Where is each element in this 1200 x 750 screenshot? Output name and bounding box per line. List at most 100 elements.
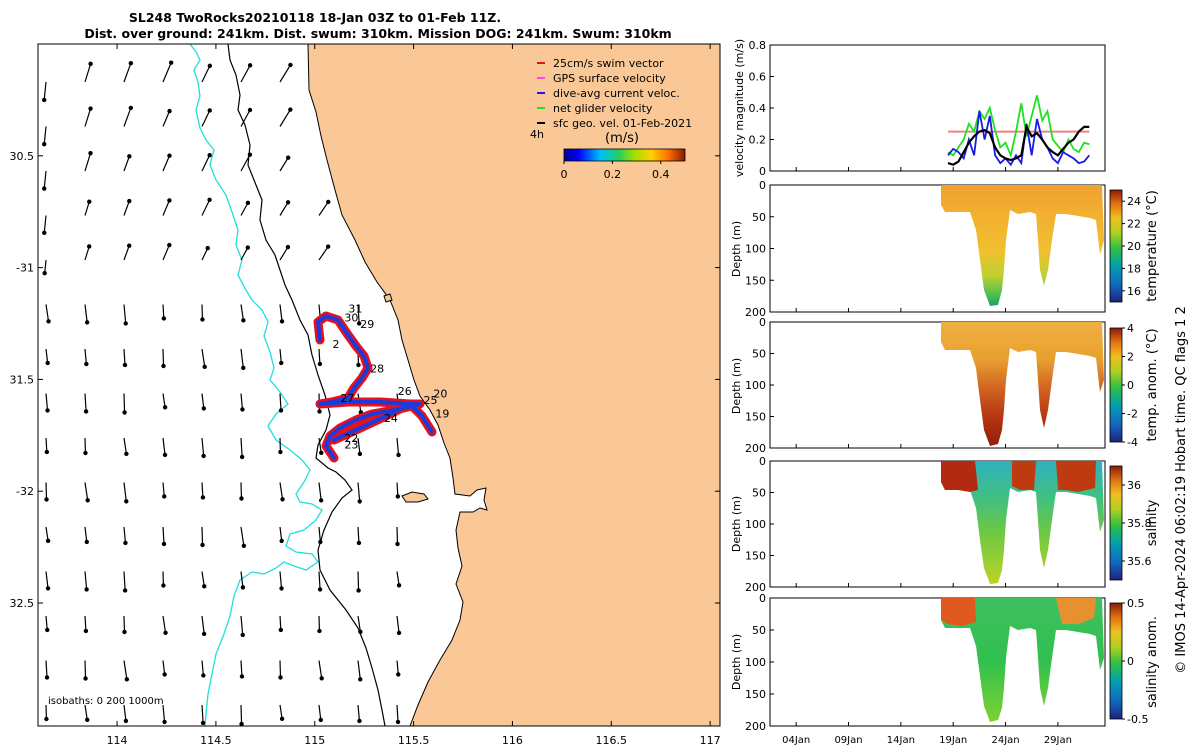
velocity-arrow: [84, 153, 92, 172]
velocity-arrow: [318, 526, 321, 542]
track-day-label: 19: [435, 407, 449, 420]
velocity-arrow: [240, 704, 243, 725]
velocity-arrow: [45, 393, 49, 411]
velocity-arrow-head: [200, 317, 205, 322]
velocity-arrow: [84, 393, 87, 412]
depth-ytick-label: 50: [752, 487, 766, 500]
velocity-arrow-head: [167, 153, 172, 158]
velocity-arrow: [279, 393, 282, 411]
velocity-arrow-head: [395, 541, 400, 547]
isobath-1000m: [189, 44, 323, 726]
track-day-label: 26: [398, 385, 412, 398]
velocity-arrow: [45, 348, 49, 363]
map-xtick-label: 117: [700, 734, 721, 747]
velocity-panel: 0 0.2 0.4 0.6 0.8 velocity magnitude (m/s): [733, 39, 1106, 178]
time-xtick-label: 09Jan: [834, 735, 862, 746]
velocity-arrow-head: [356, 540, 362, 546]
velocity-arrow: [45, 660, 48, 678]
velocity-arrow-head: [42, 270, 47, 276]
velocity-series-line: [947, 123, 1090, 166]
cbar-tick-label: 35.6: [1127, 555, 1152, 568]
velocity-arrow: [240, 660, 243, 677]
velocity-arrow-head: [162, 719, 167, 725]
velocity-arrow-head: [202, 584, 207, 589]
velocity-arrow: [84, 571, 88, 590]
velocity-arrow: [201, 199, 211, 216]
velocity-arrow-head: [318, 717, 323, 723]
velocity-arrow: [162, 62, 172, 83]
velocity-arrow: [84, 660, 87, 679]
velocity-arrow: [279, 348, 282, 363]
section-axis-ticks: 0501001502002422201816050100150200420-2-…: [745, 179, 1152, 746]
temperature-section: [941, 185, 1104, 306]
cbar-tick-label: -4: [1127, 436, 1138, 449]
velocity-arrow-head: [288, 62, 293, 68]
velocity-arrow: [279, 157, 289, 172]
salinity-cbar-label: salinity: [1145, 499, 1160, 546]
depth-ytick-label: 200: [745, 306, 766, 319]
velocity-arrow-head: [239, 674, 245, 679]
velocity-arrow: [357, 615, 361, 632]
map-xtick-label: 114.5: [200, 734, 232, 747]
velocity-arrow: [201, 247, 209, 261]
velocity-arrow: [279, 660, 282, 678]
velocity-arrow: [45, 615, 48, 630]
velocity-arrow: [396, 704, 399, 723]
velocity-arrow: [279, 571, 283, 589]
depth-ytick-label: 0: [759, 592, 766, 605]
island: [383, 293, 393, 303]
velocity-arrow: [357, 437, 361, 454]
cbar-tick-label: 22: [1127, 218, 1141, 231]
velocity-arrow: [240, 202, 249, 216]
velocity-arrow: [240, 65, 251, 83]
velocity-arrow-head: [201, 673, 206, 678]
map-xtick-label: 115: [304, 734, 325, 747]
velocity-arrow-head: [207, 197, 212, 203]
temperature-cbar-label: temperature (°C): [1145, 190, 1160, 302]
velocity-arrow: [357, 304, 360, 324]
velocity-arrow: [162, 526, 165, 545]
depth-ytick-label: 200: [745, 720, 766, 733]
velocity-arrow-head: [245, 200, 251, 206]
velocity-arrow: [123, 245, 130, 261]
velocity-arrow: [45, 304, 50, 322]
velocity-arrow-head: [45, 538, 51, 544]
velocity-arrow-head: [285, 200, 291, 205]
velocity-arrow-head: [83, 450, 88, 456]
velocity-arrow-head: [44, 675, 50, 680]
velocity-arrow: [84, 704, 88, 720]
velocity-arrow: [123, 107, 132, 127]
cbar-tick-label: 18: [1127, 262, 1141, 275]
velocity-arrow-head: [396, 672, 401, 677]
velocity-arrow-head: [279, 360, 284, 366]
velocity-arrow-head: [45, 408, 50, 413]
track-day-label: 29: [360, 318, 374, 331]
speed-colorbar-ticks: 0 0.2 0.4: [561, 161, 670, 181]
speed-cbar-tick-label: 0.2: [604, 168, 622, 181]
velocity-arrow: [396, 615, 400, 633]
velocity-arrow: [396, 571, 400, 586]
velocity-arrow-head: [280, 497, 285, 502]
velocity-arrow: [162, 348, 165, 367]
velocity-arrow-head: [162, 494, 167, 499]
velocity-arrow-head: [357, 718, 362, 724]
velocity-arrow: [162, 244, 170, 261]
velocity-arrow-head: [83, 409, 89, 414]
velocity-arrow-head: [245, 245, 251, 250]
cbar-tick-label: 4: [1127, 322, 1134, 335]
velocity-arrow: [201, 660, 204, 676]
velocity-arrow-head: [200, 542, 205, 548]
salinity-anomaly-panel: [769, 597, 1123, 727]
velocity-arrow-head: [84, 539, 89, 545]
velocity-arrow-head: [167, 108, 172, 114]
velocity-arrow: [123, 660, 128, 680]
velocity-arrow-head: [396, 630, 402, 636]
depth-ytick-label: 150: [745, 411, 766, 424]
figure-title-line1: SL248 TwoRocks20210118 18-Jan 03Z to 01-…: [129, 10, 501, 25]
velocity-arrow: [123, 393, 126, 413]
velocity-arrow-head: [161, 583, 166, 588]
velocity-arrow: [201, 437, 205, 456]
